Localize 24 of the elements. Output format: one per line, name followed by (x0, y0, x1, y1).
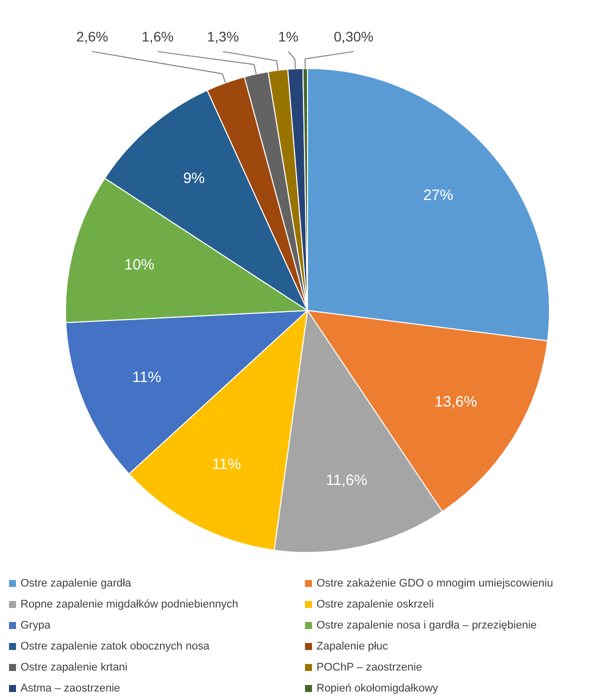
data-label: 9% (183, 170, 205, 187)
legend-label: Grypa (20, 620, 52, 632)
legend-label: Ostre zapalenie oskrzeli (316, 598, 434, 610)
legend-label: Ostre zapalenie krtani (20, 662, 128, 674)
data-label: 13,6% (434, 394, 478, 411)
data-label: 1% (278, 28, 298, 44)
legend-label: Ostre zakażenie GDO o mnogim umiejscowieniu (316, 578, 554, 590)
data-label: 11% (132, 369, 162, 386)
legend-label: Zapalenie płuc (316, 640, 389, 652)
data-label: 1,3% (206, 28, 239, 44)
legend-label: Ropień okołomigdałkowy (316, 682, 439, 694)
legend-label: Astma – zaostrzenie (20, 682, 120, 694)
data-label: 27% (423, 186, 454, 204)
data-label: 10% (124, 256, 154, 274)
data-label: 2,6% (76, 28, 108, 44)
data-label: 0,30% (334, 28, 374, 44)
data-label: 11,6% (326, 472, 368, 489)
legend-label: Ostre zapalenie nosa i gardła – przeziębienie (316, 620, 537, 632)
legend-label: Ostre zapalenie gardła (20, 578, 132, 590)
data-label: 1,6% (142, 28, 174, 44)
legend-label: POChP – zaostrzenie (316, 662, 422, 674)
data-label: 11% (212, 456, 241, 474)
legend-label: Ostre zapalenie zatok obocznych nosa (20, 640, 210, 652)
legend-label: Ropne zapalenie migdałków podniebiennych (20, 598, 238, 610)
